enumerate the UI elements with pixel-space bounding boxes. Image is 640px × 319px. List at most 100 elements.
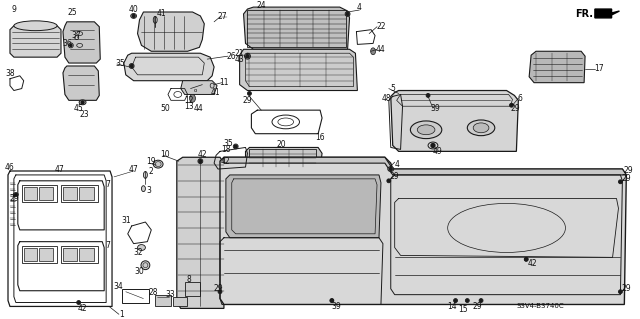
Text: 12: 12	[184, 96, 193, 105]
Text: 46: 46	[5, 163, 15, 172]
Ellipse shape	[330, 299, 334, 302]
Text: 15: 15	[459, 305, 468, 314]
Polygon shape	[226, 175, 381, 238]
Circle shape	[77, 301, 80, 304]
Circle shape	[330, 299, 333, 302]
Bar	[22, 185, 57, 202]
Text: 29: 29	[472, 302, 482, 311]
Text: 13: 13	[184, 102, 193, 111]
Circle shape	[620, 181, 621, 183]
Text: 9: 9	[12, 4, 17, 14]
Ellipse shape	[524, 257, 528, 261]
Text: 27: 27	[217, 12, 227, 21]
Circle shape	[480, 299, 482, 302]
Ellipse shape	[479, 299, 483, 302]
Text: 16: 16	[316, 133, 325, 142]
Ellipse shape	[473, 123, 489, 133]
Bar	[79, 248, 94, 261]
Text: 37: 37	[72, 31, 81, 40]
Text: 29: 29	[9, 194, 19, 203]
Text: 21: 21	[235, 49, 244, 58]
Circle shape	[620, 291, 621, 293]
Text: 35: 35	[223, 139, 233, 148]
Ellipse shape	[13, 193, 19, 197]
Ellipse shape	[426, 93, 430, 97]
Text: 50: 50	[160, 104, 170, 113]
Ellipse shape	[14, 21, 57, 31]
Text: 44: 44	[376, 45, 386, 54]
Text: 24: 24	[257, 1, 266, 10]
Text: 7: 7	[106, 241, 111, 250]
Text: 10: 10	[160, 150, 170, 159]
Text: o: o	[194, 88, 197, 93]
Text: 28: 28	[148, 288, 158, 297]
Text: 6: 6	[518, 94, 523, 103]
Bar	[173, 297, 187, 307]
Circle shape	[248, 92, 251, 95]
Text: 31: 31	[121, 216, 131, 225]
Polygon shape	[63, 22, 100, 63]
Text: 39: 39	[331, 302, 340, 311]
Text: 42: 42	[198, 150, 207, 159]
Text: 8: 8	[186, 275, 191, 285]
Ellipse shape	[509, 103, 513, 107]
Text: 4: 4	[357, 3, 362, 11]
Text: 7: 7	[106, 180, 111, 189]
Text: 42: 42	[527, 259, 537, 268]
Circle shape	[132, 14, 135, 18]
Circle shape	[234, 145, 237, 148]
Text: 19: 19	[147, 157, 156, 166]
Text: 33: 33	[165, 290, 175, 299]
Text: 47: 47	[129, 165, 138, 174]
Text: 17: 17	[594, 64, 604, 73]
Ellipse shape	[75, 35, 79, 40]
Ellipse shape	[417, 125, 435, 135]
Bar	[61, 246, 99, 263]
Ellipse shape	[141, 186, 145, 192]
Bar	[79, 187, 94, 200]
Text: 32: 32	[134, 248, 143, 257]
Circle shape	[81, 101, 84, 104]
Polygon shape	[10, 26, 61, 57]
Ellipse shape	[68, 43, 73, 48]
Text: 29: 29	[621, 284, 631, 293]
Ellipse shape	[387, 179, 391, 183]
Ellipse shape	[410, 121, 442, 139]
Ellipse shape	[345, 11, 350, 16]
Text: 35: 35	[115, 59, 125, 68]
Circle shape	[219, 291, 221, 293]
Ellipse shape	[371, 48, 376, 55]
Polygon shape	[124, 53, 214, 81]
Ellipse shape	[138, 245, 145, 250]
Circle shape	[199, 160, 202, 163]
Ellipse shape	[467, 120, 495, 136]
Bar	[61, 185, 99, 202]
Text: 42: 42	[78, 304, 88, 313]
Ellipse shape	[79, 100, 86, 105]
Ellipse shape	[143, 172, 147, 178]
Text: 49: 49	[433, 147, 443, 156]
Bar	[185, 282, 200, 296]
Polygon shape	[224, 157, 627, 175]
Ellipse shape	[129, 63, 134, 69]
Ellipse shape	[210, 83, 214, 88]
Ellipse shape	[77, 300, 81, 304]
Ellipse shape	[153, 160, 163, 168]
Ellipse shape	[618, 290, 622, 294]
Text: 29: 29	[621, 174, 631, 183]
Text: 34: 34	[113, 282, 123, 291]
Ellipse shape	[233, 144, 238, 149]
Circle shape	[388, 180, 390, 182]
Text: 26: 26	[227, 52, 237, 61]
Text: 18: 18	[221, 145, 230, 154]
Polygon shape	[177, 157, 224, 308]
Text: 30: 30	[134, 267, 145, 276]
Circle shape	[389, 167, 392, 171]
Circle shape	[466, 299, 468, 302]
Circle shape	[346, 12, 349, 15]
Text: 23: 23	[80, 109, 90, 119]
Ellipse shape	[388, 167, 394, 172]
Text: 29: 29	[511, 104, 520, 113]
Text: 29: 29	[390, 172, 399, 182]
Circle shape	[427, 94, 429, 97]
